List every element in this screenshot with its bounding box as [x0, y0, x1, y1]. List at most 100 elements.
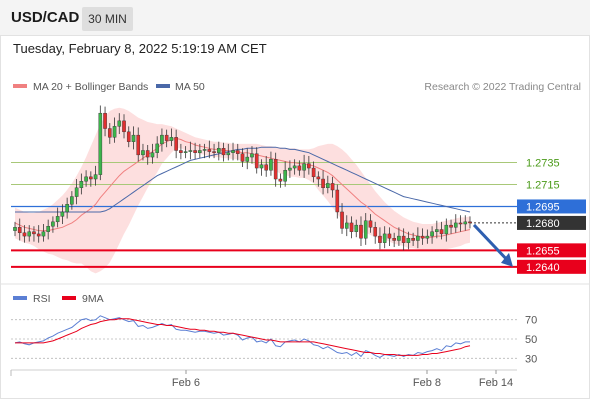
candle: [36, 225, 41, 243]
legend-rsi-ma-label: 9MA: [82, 293, 104, 305]
candle: [416, 227, 420, 249]
candle: [84, 170, 88, 187]
candle: [278, 173, 283, 188]
rsi-tick-label: 30: [525, 353, 537, 365]
candle: [169, 128, 174, 147]
candle: [41, 224, 46, 242]
candle: [288, 160, 292, 178]
candle: [406, 231, 411, 250]
candle: [103, 106, 107, 137]
timeframe-button[interactable]: 30 MIN: [82, 7, 133, 31]
candle: [174, 129, 178, 159]
rsi-legend: RSI 9MA: [13, 293, 104, 305]
candle: [160, 128, 164, 152]
candle: [435, 220, 439, 239]
candle: [74, 179, 79, 205]
level-label-bg-1-2655: [517, 243, 586, 258]
candle: [458, 215, 463, 232]
candle: [193, 142, 197, 160]
candle: [117, 113, 122, 135]
candle: [93, 165, 98, 186]
level-label-bg-1-2680: [517, 215, 586, 230]
candle: [302, 154, 306, 178]
legend-ma50-label: MA 50: [175, 81, 205, 93]
candle: [392, 232, 396, 248]
candle: [269, 151, 273, 176]
candle: [65, 197, 69, 219]
candle: [297, 160, 302, 176]
candle: [321, 170, 325, 195]
candle: [382, 226, 387, 249]
candle: [283, 161, 287, 187]
x-tick-label: Feb 14: [479, 377, 513, 389]
legend: MA 20 + Bollinger Bands MA 50 Research ©…: [13, 81, 581, 93]
candle: [212, 143, 216, 159]
level-label-1-2695: 1.2695: [526, 201, 560, 213]
candle: [439, 221, 444, 240]
rsi-ma-line: [15, 318, 471, 356]
candle: [32, 226, 36, 242]
candle: [55, 207, 60, 228]
candle: [463, 215, 468, 231]
candle: [245, 148, 250, 170]
forecast-arrowhead: [501, 252, 513, 267]
candle: [145, 145, 150, 165]
top-bar: USD/CAD 30 MIN: [0, 0, 590, 36]
candle: [264, 155, 268, 177]
chart-datetime: Tuesday, February 8, 2022 5:19:19 AM CET: [13, 41, 267, 56]
candle: [17, 218, 22, 241]
candle: [444, 218, 449, 242]
candle: [349, 216, 354, 239]
candle: [136, 127, 141, 162]
candle: [122, 114, 126, 139]
candle: [359, 216, 363, 246]
candle: [60, 204, 65, 225]
rsi-panel: 70 50 30: [11, 315, 537, 365]
candle: [141, 143, 145, 161]
candle: [107, 123, 112, 144]
level-label-bg-1-2640: [517, 259, 586, 274]
legend-rsi-label: RSI: [33, 293, 51, 305]
level-label-1-2680: 1.2680: [526, 218, 560, 230]
candle: [183, 146, 188, 159]
candle: [188, 141, 193, 160]
candle: [70, 191, 74, 210]
candle: [231, 142, 235, 161]
candle: [112, 117, 117, 143]
x-axis: Feb 6 Feb 8 Feb 14: [10, 370, 513, 389]
level-label-bg-1-2695: [517, 199, 586, 214]
candle: [449, 219, 453, 234]
rsi-tick-label: 50: [525, 334, 537, 346]
candle: [425, 229, 430, 244]
candle: [311, 161, 316, 183]
candle: [126, 126, 131, 148]
level-label-1-2640: 1.2640: [526, 262, 560, 274]
candle: [354, 219, 359, 238]
level-label-1-2715: 1.2715: [526, 180, 560, 192]
candle: [273, 152, 278, 187]
candle: [164, 129, 169, 148]
forecast-arrow: [472, 223, 510, 262]
legend-rsi-swatch: [13, 296, 27, 300]
candle: [27, 225, 32, 242]
candle: [292, 159, 297, 175]
candle: [155, 136, 159, 159]
candle: [217, 141, 221, 161]
candle: [240, 148, 245, 167]
candle: [250, 146, 254, 164]
x-tick-label: Feb 6: [172, 377, 200, 389]
candle: [150, 143, 155, 164]
legend-ma20-swatch: [13, 84, 27, 88]
candle: [202, 143, 207, 159]
candle: [207, 140, 212, 159]
candle: [235, 143, 240, 161]
candle: [363, 213, 368, 245]
candle: [387, 227, 392, 246]
research-credit: Research © 2022 Trading Central: [424, 81, 581, 93]
candle: [368, 214, 373, 233]
candle: [411, 232, 415, 246]
candles: [13, 105, 513, 267]
candle: [221, 142, 226, 162]
candle: [468, 216, 472, 229]
